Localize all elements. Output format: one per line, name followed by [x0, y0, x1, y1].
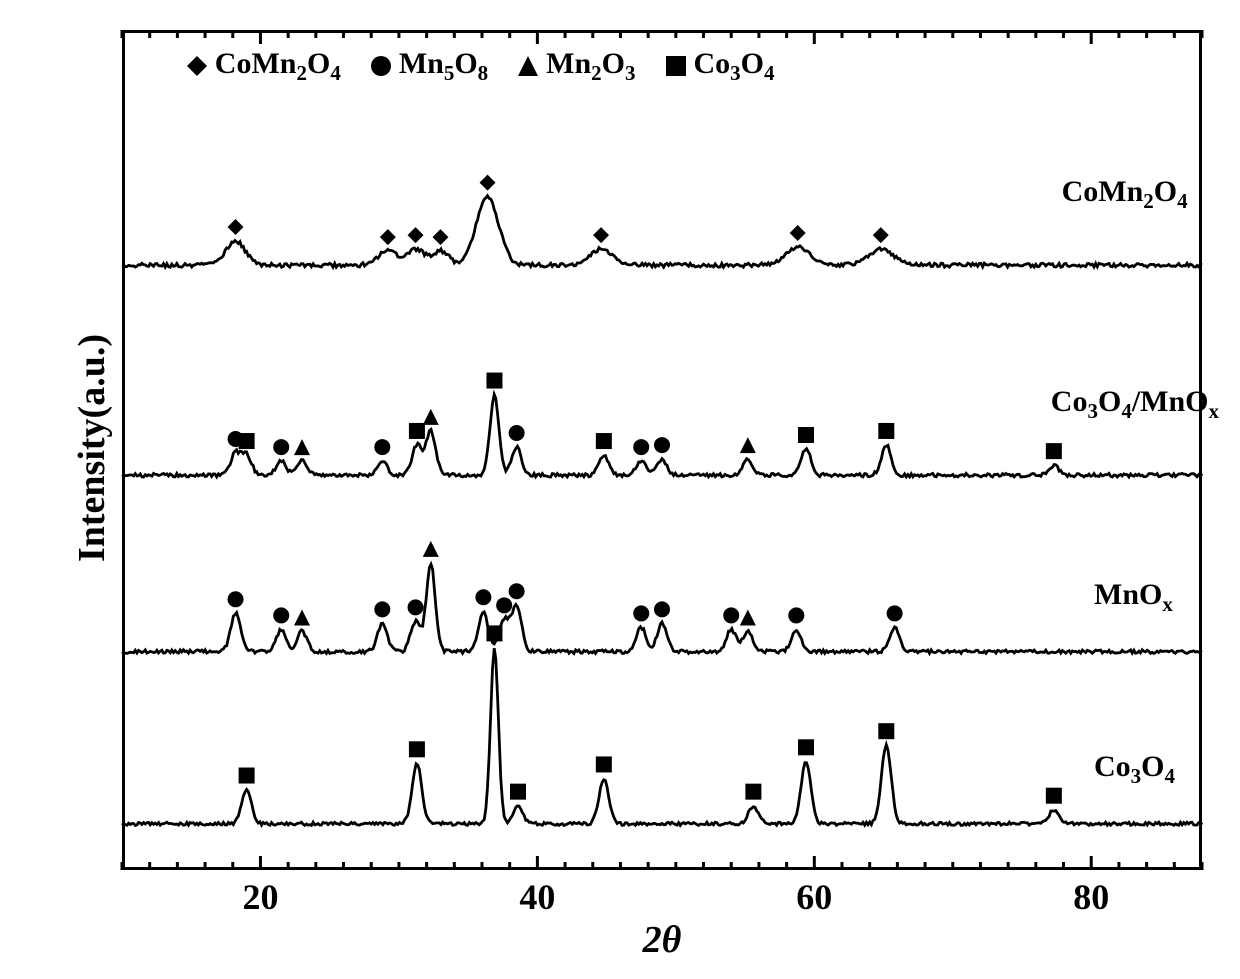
legend-label: CoMn2O4: [215, 47, 341, 86]
legend-item: Co3O4: [666, 47, 775, 86]
legend-label: Mn2O3: [546, 47, 635, 86]
diamond-icon: [790, 225, 806, 241]
circle-icon: [633, 605, 649, 621]
xrd-pattern-Co3O4: [122, 648, 1202, 825]
triangle-icon: [740, 609, 756, 625]
circle-icon: [273, 607, 289, 623]
square-icon: [409, 741, 425, 757]
circle-icon: [228, 591, 244, 607]
circle-icon: [788, 607, 804, 623]
legend-label: Co3O4: [694, 47, 775, 86]
xrd-pattern-Co3O4/MnOx: [122, 394, 1202, 477]
square-icon: [745, 784, 761, 800]
circle-icon: [633, 439, 649, 455]
diamond-icon: [593, 227, 609, 243]
circle-icon: [374, 439, 390, 455]
triangle-icon: [294, 609, 310, 625]
x-tick-label: 20: [230, 876, 290, 918]
circle-icon: [475, 589, 491, 605]
y-axis-label: Intensity(a.u.): [70, 318, 114, 578]
circle-icon: [887, 605, 903, 621]
diamond-icon: [228, 219, 244, 235]
diamond-icon: [432, 229, 448, 245]
series-label-Co3O4/MnOx: Co3O4/MnOx: [1051, 385, 1219, 424]
square-icon: [596, 756, 612, 772]
series-label-CoMn2O4: CoMn2O4: [1062, 175, 1188, 214]
x-tick-label: 80: [1061, 876, 1121, 918]
triangle-icon: [423, 541, 439, 557]
diamond-icon: [380, 229, 396, 245]
circle-icon: [654, 601, 670, 617]
square-icon: [798, 739, 814, 755]
square-icon: [486, 373, 502, 389]
circle-icon: [509, 583, 525, 599]
x-tick-label: 40: [507, 876, 567, 918]
x-tick-label: 60: [784, 876, 844, 918]
square-icon: [878, 723, 894, 739]
circle-icon: [371, 56, 391, 76]
legend-item: Mn5O8: [371, 47, 488, 86]
triangle-icon: [518, 56, 538, 76]
square-icon: [510, 784, 526, 800]
xrd-figure: Intensity(a.u.) 2θ 20 40 60 80 Co3O4 MnOx Co3…: [0, 0, 1240, 979]
legend-label: Mn5O8: [399, 47, 488, 86]
xrd-plot: [0, 0, 1240, 979]
diamond-icon: [408, 227, 424, 243]
circle-icon: [654, 437, 670, 453]
triangle-icon: [740, 437, 756, 453]
circle-icon: [408, 599, 424, 615]
triangle-icon: [294, 439, 310, 455]
square-icon: [239, 433, 255, 449]
x-axis-label: 2θ: [562, 918, 762, 962]
square-icon: [409, 423, 425, 439]
triangle-icon: [423, 409, 439, 425]
square-icon: [239, 768, 255, 784]
square-icon: [878, 423, 894, 439]
square-icon: [798, 427, 814, 443]
legend-item: CoMn2O4: [187, 47, 341, 86]
square-icon: [1046, 788, 1062, 804]
diamond-icon: [480, 175, 496, 191]
circle-icon: [723, 607, 739, 623]
circle-icon: [273, 439, 289, 455]
diamond-icon: [187, 56, 207, 76]
square-icon: [666, 56, 686, 76]
circle-icon: [374, 601, 390, 617]
series-label-Co3O4: Co3O4: [1094, 750, 1175, 789]
diamond-icon: [873, 227, 889, 243]
series-label-MnOx: MnOx: [1094, 578, 1173, 617]
xrd-pattern-CoMn2O4: [122, 196, 1202, 268]
square-icon: [1046, 443, 1062, 459]
square-icon: [596, 433, 612, 449]
legend: CoMn2O4 Mn5O8 Mn2O3 Co3O4: [187, 47, 775, 86]
legend-item: Mn2O3: [518, 47, 635, 86]
circle-icon: [509, 425, 525, 441]
circle-icon: [496, 597, 512, 613]
